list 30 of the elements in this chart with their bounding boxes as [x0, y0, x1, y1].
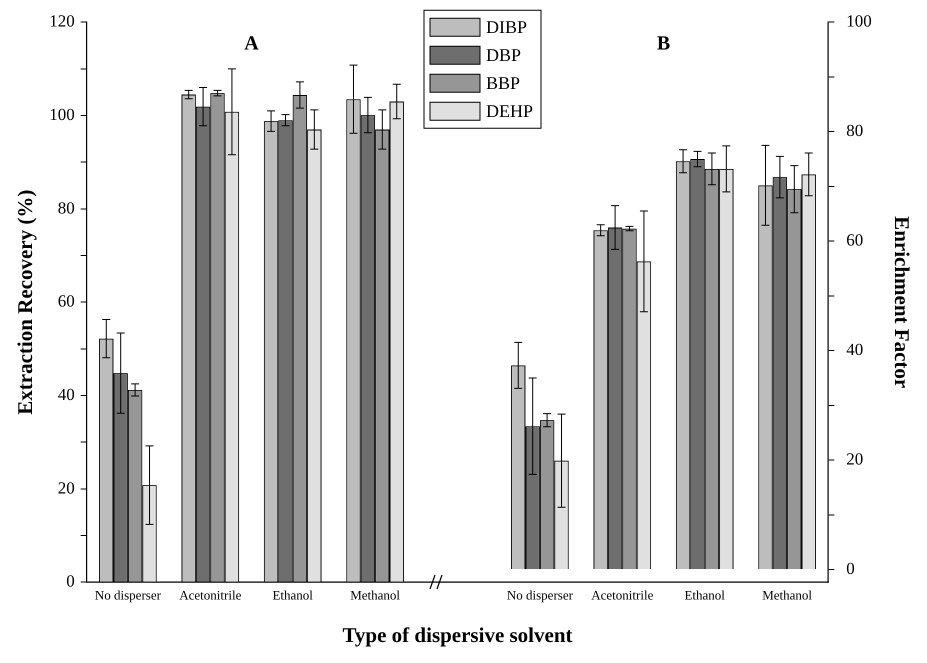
y2-tick-label: 20 [846, 450, 864, 469]
y2-tick-label: 60 [846, 230, 864, 250]
x-tick-label: Methanol [762, 587, 812, 602]
legend-label: DBP [486, 44, 522, 65]
x-tick-label: Acetonitrile [591, 587, 654, 602]
y-tick-label: 60 [58, 292, 75, 311]
legend-label: DIBP [486, 16, 528, 37]
y-tick-label: 80 [58, 198, 75, 218]
y-tick-label: 120 [49, 12, 75, 31]
legend-label: BBP [486, 72, 520, 93]
y2-tick-label: 100 [846, 12, 872, 31]
y2-tick-label: 0 [846, 559, 855, 578]
y2-tick-label: 80 [846, 121, 864, 140]
x-tick-label: Acetonitrile [179, 587, 242, 602]
y2-tick-label: 40 [846, 340, 864, 360]
annotation: A [244, 32, 260, 54]
y2-axis-title: Enrichment Factor [890, 216, 914, 388]
x-tick-label: Methanol [350, 587, 400, 602]
y-tick-label: 40 [58, 385, 75, 404]
y-axis-title: Extraction Recovery (%) [13, 190, 38, 415]
x-tick-label: Ethanol [684, 587, 726, 602]
y-tick-label: 100 [49, 105, 75, 124]
legend-label: DEHP [486, 100, 534, 121]
x-axis-title: Type of dispersive solvent [342, 622, 573, 647]
x-tick-label: No disperser [94, 587, 162, 602]
x-tick-label: No disperser [506, 587, 574, 602]
x-tick-label: Ethanol [272, 587, 314, 602]
y-tick-label: 20 [58, 478, 75, 498]
annotation: B [656, 32, 670, 54]
y-tick-label: 0 [66, 572, 75, 591]
